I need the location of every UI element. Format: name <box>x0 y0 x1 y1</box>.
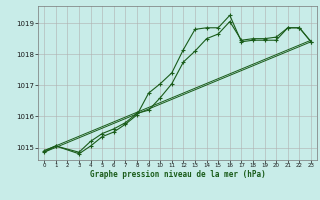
X-axis label: Graphe pression niveau de la mer (hPa): Graphe pression niveau de la mer (hPa) <box>90 170 266 179</box>
